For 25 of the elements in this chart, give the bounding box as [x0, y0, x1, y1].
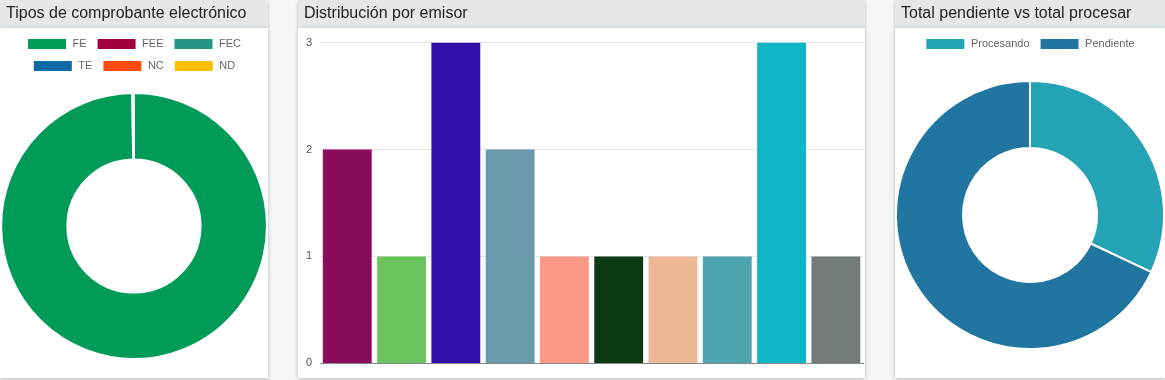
legend-label: FE [72, 37, 87, 50]
y-tick-label: 1 [305, 249, 313, 262]
chart-title: Distribución por emisor [298, 0, 865, 28]
bar [702, 256, 752, 363]
legend-label: FEE [142, 37, 164, 50]
bar [594, 256, 644, 363]
bar [648, 256, 698, 363]
bar [377, 256, 426, 363]
y-tick-label: 0 [305, 356, 313, 369]
legend-label: Procesando [970, 37, 1030, 50]
y-tick-label: 3 [305, 35, 313, 48]
chart-title: Tipos de comprobante electrónico [0, 0, 268, 28]
legend-label: Pendiente [1085, 37, 1135, 50]
bar [322, 149, 372, 363]
bar [485, 149, 535, 363]
bar [757, 42, 806, 363]
bar [539, 256, 589, 363]
bar [811, 256, 861, 363]
chart-title: Total pendiente vs total procesar [895, 0, 1165, 28]
legend-label: FEC [218, 37, 242, 50]
legend-label: TE [78, 59, 93, 72]
legend-label: ND [219, 59, 236, 72]
y-tick-label: 2 [305, 142, 313, 155]
bar [431, 42, 481, 363]
legend-label: NC [147, 59, 164, 72]
